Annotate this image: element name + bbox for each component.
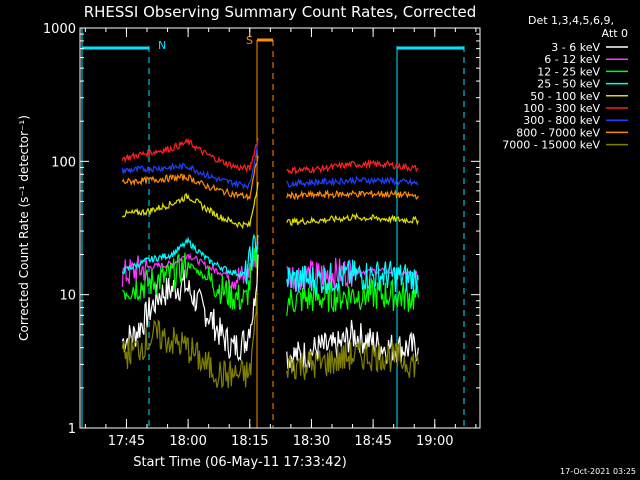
series-line-2-segment-1 bbox=[286, 276, 419, 317]
timestamp: 17-Oct-2021 03:25 bbox=[560, 467, 636, 476]
chart-title: RHESSI Observing Summary Count Rates, Co… bbox=[84, 3, 477, 21]
legend-label: 25 - 50 keV bbox=[537, 78, 600, 91]
y-tick-label: 10 bbox=[59, 289, 76, 304]
series-line-4-segment-0 bbox=[121, 181, 259, 230]
series-line-5-segment-1 bbox=[286, 159, 419, 176]
series-line-3-segment-1 bbox=[286, 259, 419, 296]
series-line-7-segment-1 bbox=[286, 189, 419, 201]
saa-label: S bbox=[246, 34, 253, 47]
y-tick-label: 1000 bbox=[43, 22, 76, 37]
x-tick-label: 18:15 bbox=[231, 434, 268, 449]
y-tick-label: 100 bbox=[51, 155, 76, 170]
legend-label: 300 - 800 keV bbox=[523, 114, 600, 127]
series-line-1-segment-0 bbox=[121, 241, 259, 291]
x-tick-label: 18:45 bbox=[354, 434, 391, 449]
x-axis-label: Start Time (06-May-11 17:33:42) bbox=[133, 455, 347, 470]
series-line-6-segment-0 bbox=[121, 141, 259, 191]
y-tick-label: 1 bbox=[68, 422, 76, 437]
legend-label: 6 - 12 keV bbox=[544, 53, 600, 66]
x-tick-label: 19:00 bbox=[416, 434, 453, 449]
series-line-2-segment-0 bbox=[121, 245, 259, 310]
legend-label: 7000 - 15000 keV bbox=[502, 139, 600, 152]
legend-label: 800 - 7000 keV bbox=[516, 126, 600, 139]
x-tick-label: 17:45 bbox=[108, 434, 145, 449]
x-tick-label: 18:00 bbox=[169, 434, 206, 449]
legend-label: 100 - 300 keV bbox=[523, 102, 600, 115]
detectors-label: Det 1,3,4,5,6,9, bbox=[528, 14, 614, 27]
x-tick-label: 18:30 bbox=[293, 434, 330, 449]
series-line-3-segment-0 bbox=[121, 233, 259, 285]
legend-label: 50 - 100 keV bbox=[530, 90, 600, 103]
y-axis-label: Corrected Count Rate (s⁻¹ detector⁻¹) bbox=[17, 115, 31, 341]
series-line-0-segment-0 bbox=[121, 254, 259, 362]
series-line-5-segment-0 bbox=[121, 137, 259, 174]
series-line-7-segment-0 bbox=[121, 155, 259, 201]
attenuator-label: Att 0 bbox=[602, 27, 628, 40]
plot-frame bbox=[79, 27, 481, 429]
series-line-6-segment-1 bbox=[286, 175, 419, 188]
legend-label: 12 - 25 keV bbox=[537, 65, 600, 78]
series-line-0-segment-1 bbox=[286, 319, 419, 372]
series-line-8-segment-0 bbox=[121, 290, 259, 389]
legend-label: 3 - 6 keV bbox=[551, 41, 600, 54]
night-label: N bbox=[158, 39, 166, 52]
series-line-4-segment-1 bbox=[286, 212, 419, 226]
series-line-8-segment-1 bbox=[286, 339, 419, 380]
